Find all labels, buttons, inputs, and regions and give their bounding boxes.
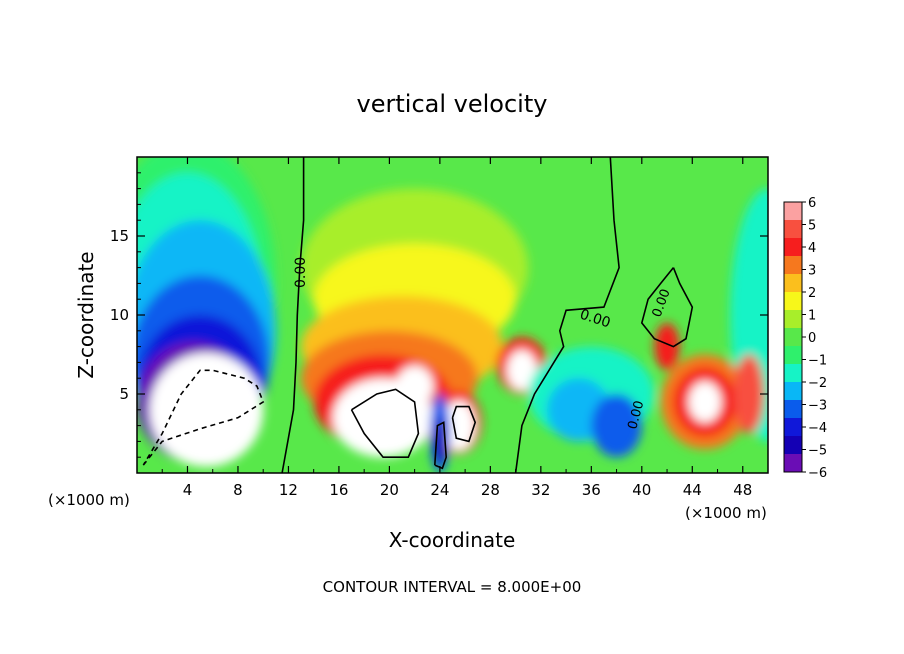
x-tick-label: 20 [380,481,399,499]
x-tick-label: 32 [531,481,550,499]
chart-title: vertical velocity [357,90,548,118]
x-tick-label: 36 [582,481,601,499]
colorbar-swatch [784,256,802,275]
colorbar-swatch [784,220,802,239]
negative-contour [142,369,265,466]
colorbar-swatch [784,436,802,455]
field-blob [149,352,264,467]
colorbar-label: −3 [808,399,827,414]
colorbar-label: −1 [808,354,827,369]
contour [350,388,420,458]
zero-contour [281,157,305,473]
zero-contour [514,157,620,473]
colorbar-swatch [784,400,802,419]
x-tick-label: 48 [733,481,752,499]
field-blob [688,381,722,423]
x-axis: 4 8 12 16 20 24 28 32 36 40 44 48 [161,157,752,499]
colorbar-label: 1 [808,309,816,324]
x-tick-label: 28 [481,481,500,499]
colorbar-swatch [784,364,802,383]
field-blob [395,365,434,407]
x-tick-label: 44 [683,481,702,499]
x-unit-label-left: (×1000 m) [48,491,130,509]
contour-label: 0.00 [625,399,647,431]
x-unit-label-right: (×1000 m) [685,504,767,522]
colorbar-label: 0 [808,331,816,346]
colorbar-swatch [784,238,802,257]
colorbar-label: 2 [808,286,816,301]
colorbar-label: −6 [808,466,827,481]
colorbar-swatch [784,382,802,401]
field-blob [654,322,680,371]
colorbar-label: −4 [808,421,827,436]
contour [451,405,477,443]
y-axis-label: Z-coordinate [74,251,98,378]
colorbar-swatch [784,274,802,293]
colorbar-label: 3 [808,264,816,279]
colorbar: 6 5 4 3 2 1 0 −1 −2 −3 −4 −5 −6 [783,196,827,481]
colorbar-swatch [784,292,802,311]
y-tick-label: 15 [110,227,129,245]
y-axis: 5 10 15 [110,172,768,458]
field-blob [591,394,642,458]
x-tick-label: 16 [329,481,348,499]
contour-interval-note: CONTOUR INTERVAL = 8.000E+00 [323,578,582,596]
field-blob [506,349,538,391]
contour [434,421,448,470]
x-tick-label: 4 [183,481,193,499]
x-tick-label: 40 [632,481,651,499]
colorbar-label: 4 [808,241,816,256]
x-tick-label: 8 [233,481,243,499]
colorbar-label: −2 [808,376,827,391]
zero-contour [640,267,694,348]
y-tick-label: 10 [110,306,129,324]
x-tick-label: 24 [430,481,449,499]
field-blob [733,354,765,434]
colorbar-swatch [784,310,802,329]
colorbar-swatch [784,418,802,437]
x-axis-label: X-coordinate [389,528,516,552]
colorbar-swatch [784,328,802,347]
colorbar-swatch [784,346,802,365]
contour-lines [142,157,694,473]
colorbar-swatch [784,454,802,473]
colorbar-label: −5 [808,444,827,459]
x-tick-label: 12 [279,481,298,499]
y-tick-label: 5 [119,385,129,403]
colorbar-label: 6 [808,196,816,211]
plot-area [137,157,768,473]
colorbar-label: 5 [808,219,816,234]
colorbar-swatch [784,202,802,221]
field-blob [442,400,476,451]
contour-label: 0.00 [293,257,309,288]
